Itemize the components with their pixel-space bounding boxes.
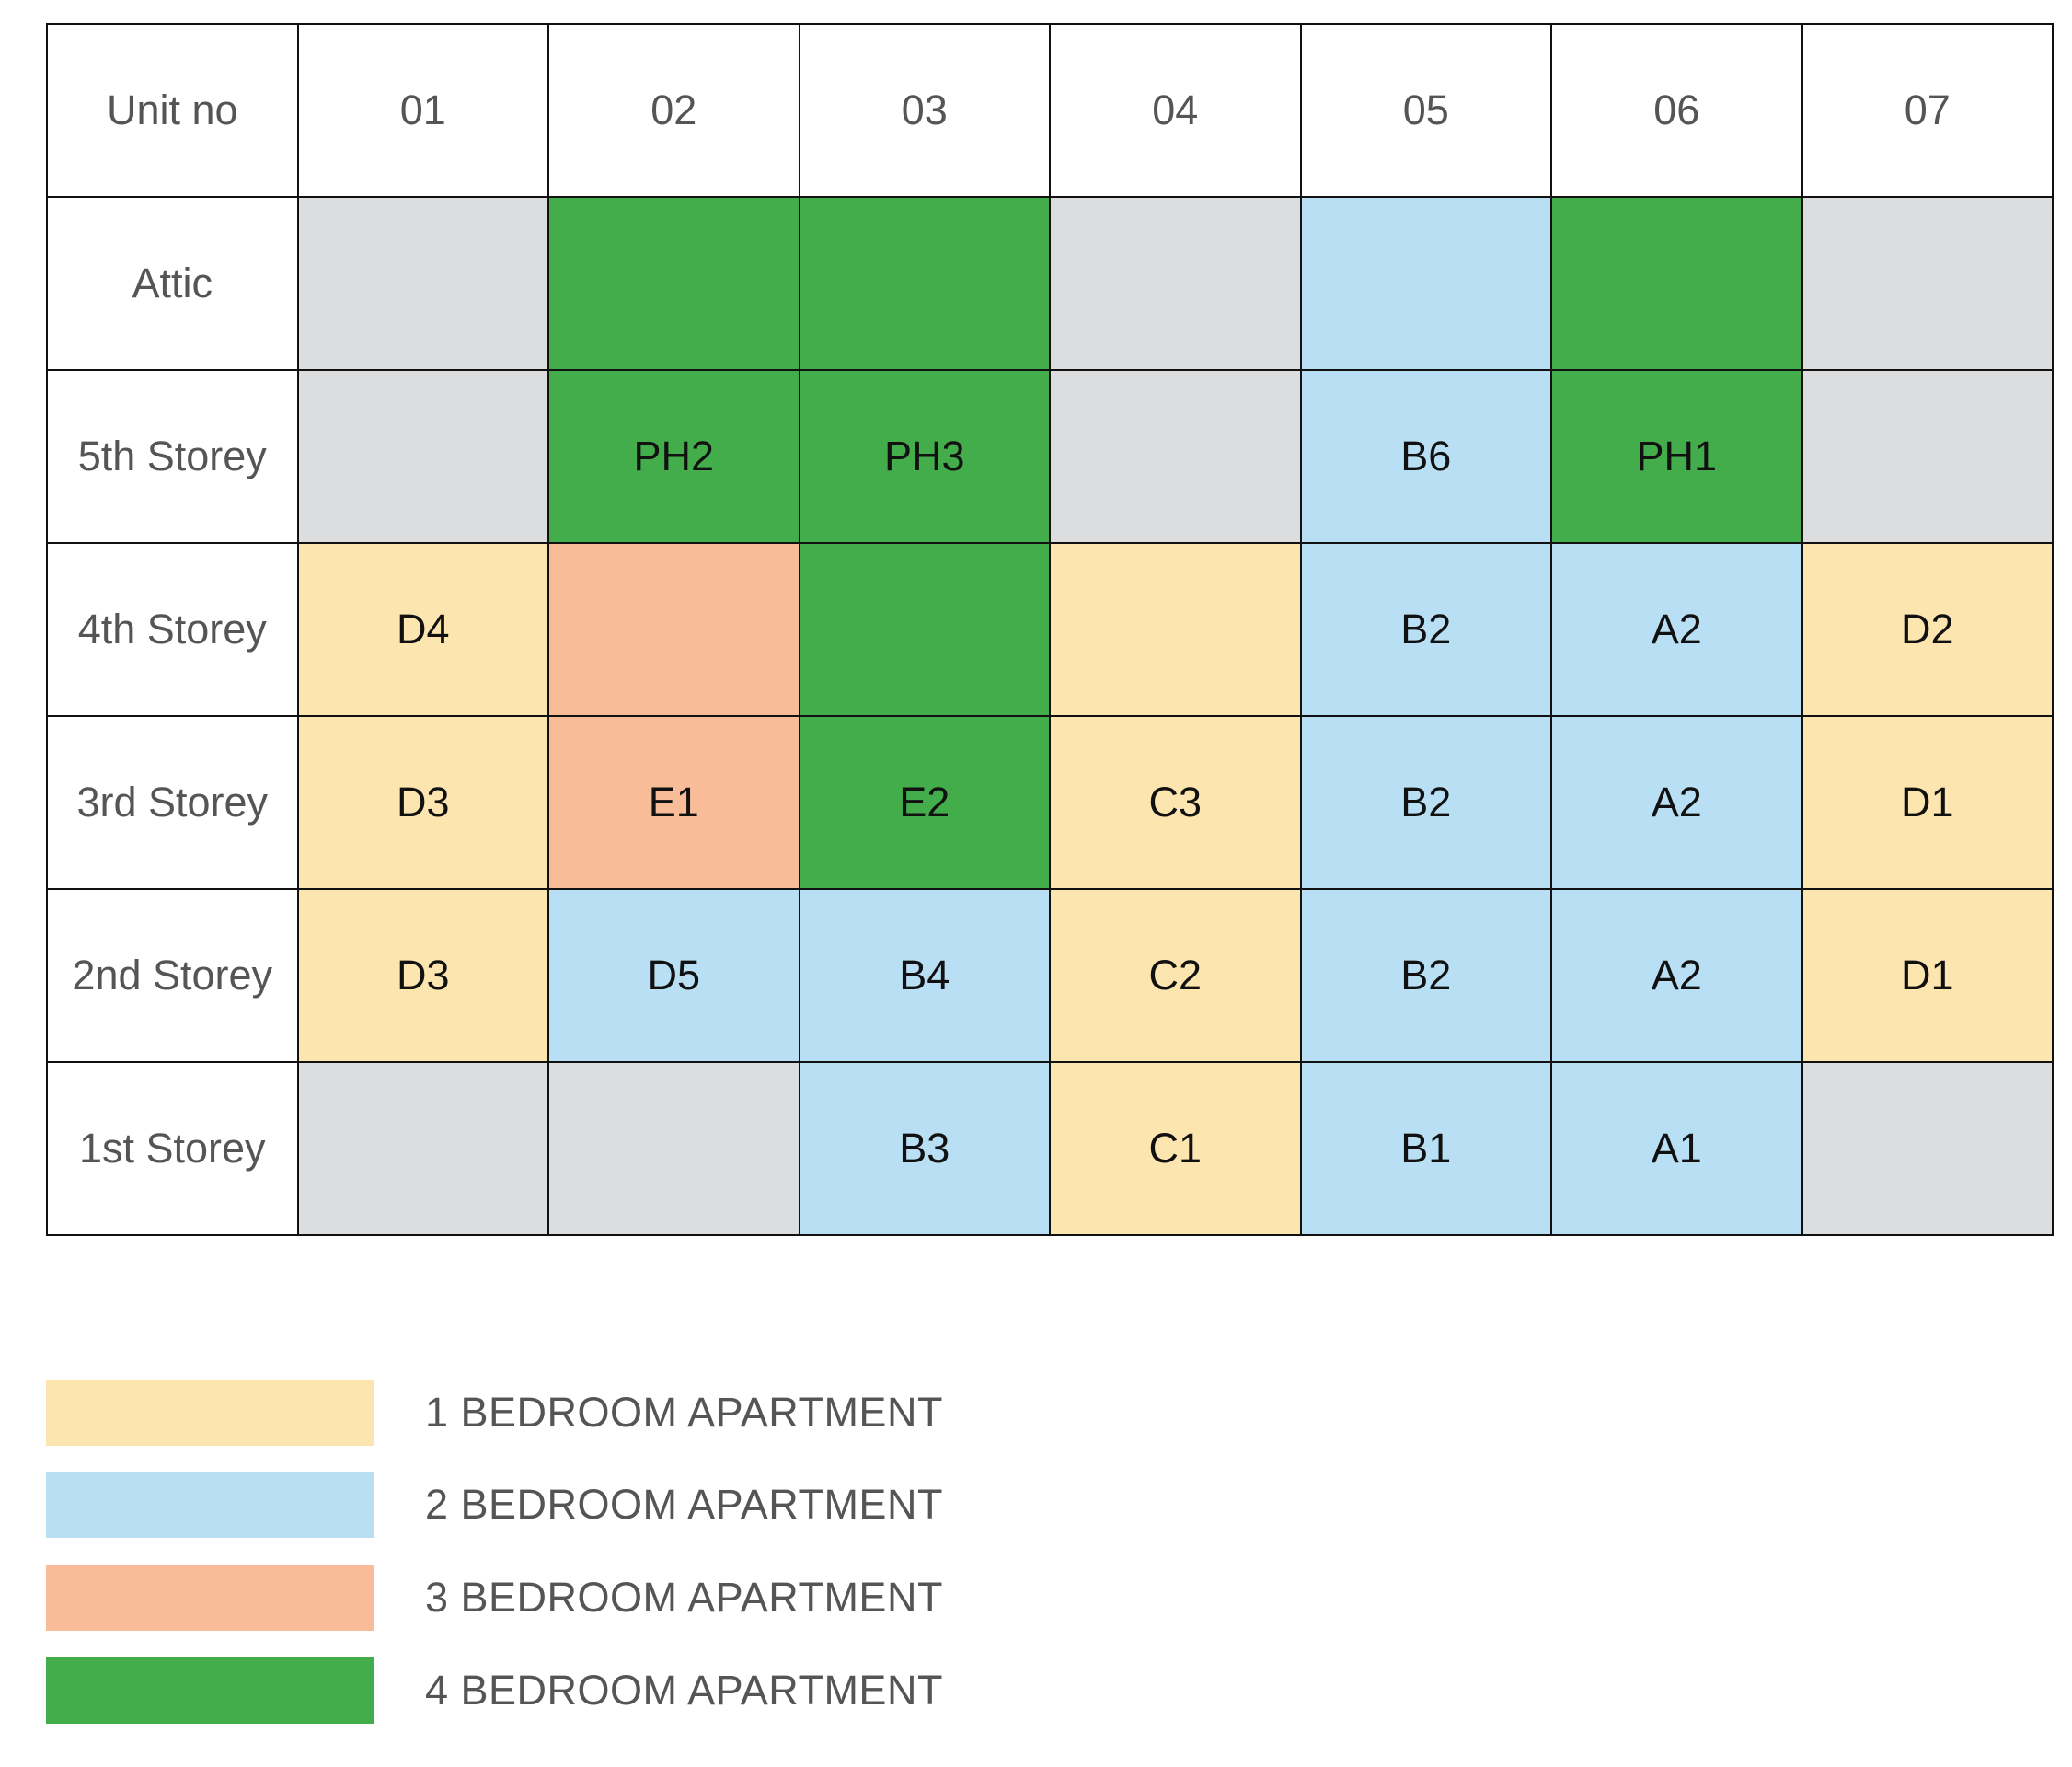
unit-cell: D5 (549, 890, 800, 1063)
unit-cell (1802, 198, 2054, 371)
unit-cell: B2 (1301, 717, 1552, 890)
legend-label: 4 BEDROOM APARTMENT (425, 1667, 943, 1714)
unit-cell: A2 (1552, 890, 1803, 1063)
unit-cell: E1 (549, 717, 800, 890)
header-corner: Unit no (48, 25, 299, 198)
unit-cell (549, 198, 800, 371)
unit-cell (549, 544, 800, 717)
unit-cell: D3 (298, 717, 549, 890)
unit-cell (1802, 371, 2054, 544)
unit-cell: A1 (1552, 1063, 1803, 1236)
unit-cell: B1 (1301, 1063, 1552, 1236)
unit-cell: C1 (1051, 1063, 1302, 1236)
legend-item-1-bedroom: 1 BEDROOM APARTMENT (46, 1380, 943, 1446)
unit-cell: B6 (1301, 371, 1552, 544)
unit-allocation-table: Unit no 01 02 03 04 05 06 07 Attic 5th S… (46, 23, 2054, 1236)
unit-cell: A2 (1552, 717, 1803, 890)
unit-header: 05 (1301, 25, 1552, 198)
unit-cell: E2 (800, 717, 1051, 890)
legend-item-2-bedroom: 2 BEDROOM APARTMENT (46, 1472, 943, 1538)
unit-cell (298, 198, 549, 371)
unit-cell (549, 1063, 800, 1236)
legend-swatch (46, 1472, 374, 1538)
unit-cell (298, 1063, 549, 1236)
legend-item-4-bedroom: 4 BEDROOM APARTMENT (46, 1657, 943, 1724)
unit-cell: C3 (1051, 717, 1302, 890)
unit-cell: B2 (1301, 890, 1552, 1063)
unit-header: 03 (800, 25, 1051, 198)
unit-cell: D2 (1802, 544, 2054, 717)
floor-label: 1st Storey (48, 1063, 299, 1236)
unit-cell (1051, 198, 1302, 371)
unit-header: 04 (1051, 25, 1302, 198)
unit-cell: B2 (1301, 544, 1552, 717)
unit-header: 07 (1802, 25, 2054, 198)
unit-cell: D1 (1802, 717, 2054, 890)
floor-label: Attic (48, 198, 299, 371)
unit-header: 06 (1552, 25, 1803, 198)
unit-cell: PH1 (1552, 371, 1803, 544)
unit-cell: B4 (800, 890, 1051, 1063)
unit-cell (1301, 198, 1552, 371)
legend-label: 3 BEDROOM APARTMENT (425, 1574, 943, 1621)
legend-swatch (46, 1380, 374, 1446)
unit-cell (1051, 544, 1302, 717)
unit-cell (1051, 371, 1302, 544)
unit-cell: C2 (1051, 890, 1302, 1063)
unit-cell: B3 (800, 1063, 1051, 1236)
legend-swatch (46, 1657, 374, 1724)
unit-cell: D1 (1802, 890, 2054, 1063)
unit-header: 01 (298, 25, 549, 198)
floor-label: 2nd Storey (48, 890, 299, 1063)
legend-label: 2 BEDROOM APARTMENT (425, 1481, 943, 1528)
unit-header: 02 (549, 25, 800, 198)
legend-swatch (46, 1565, 374, 1631)
floor-label: 3rd Storey (48, 717, 299, 890)
unit-cell (800, 544, 1051, 717)
unit-cell (800, 198, 1051, 371)
unit-cell: A2 (1552, 544, 1803, 717)
unit-cell: D3 (298, 890, 549, 1063)
floor-label: 4th Storey (48, 544, 299, 717)
unit-cell (298, 371, 549, 544)
unit-cell (1552, 198, 1803, 371)
legend-label: 1 BEDROOM APARTMENT (425, 1389, 943, 1436)
unit-cell (1802, 1063, 2054, 1236)
legend-item-3-bedroom: 3 BEDROOM APARTMENT (46, 1565, 943, 1631)
unit-cell: PH3 (800, 371, 1051, 544)
floor-label: 5th Storey (48, 371, 299, 544)
unit-cell: D4 (298, 544, 549, 717)
unit-cell: PH2 (549, 371, 800, 544)
